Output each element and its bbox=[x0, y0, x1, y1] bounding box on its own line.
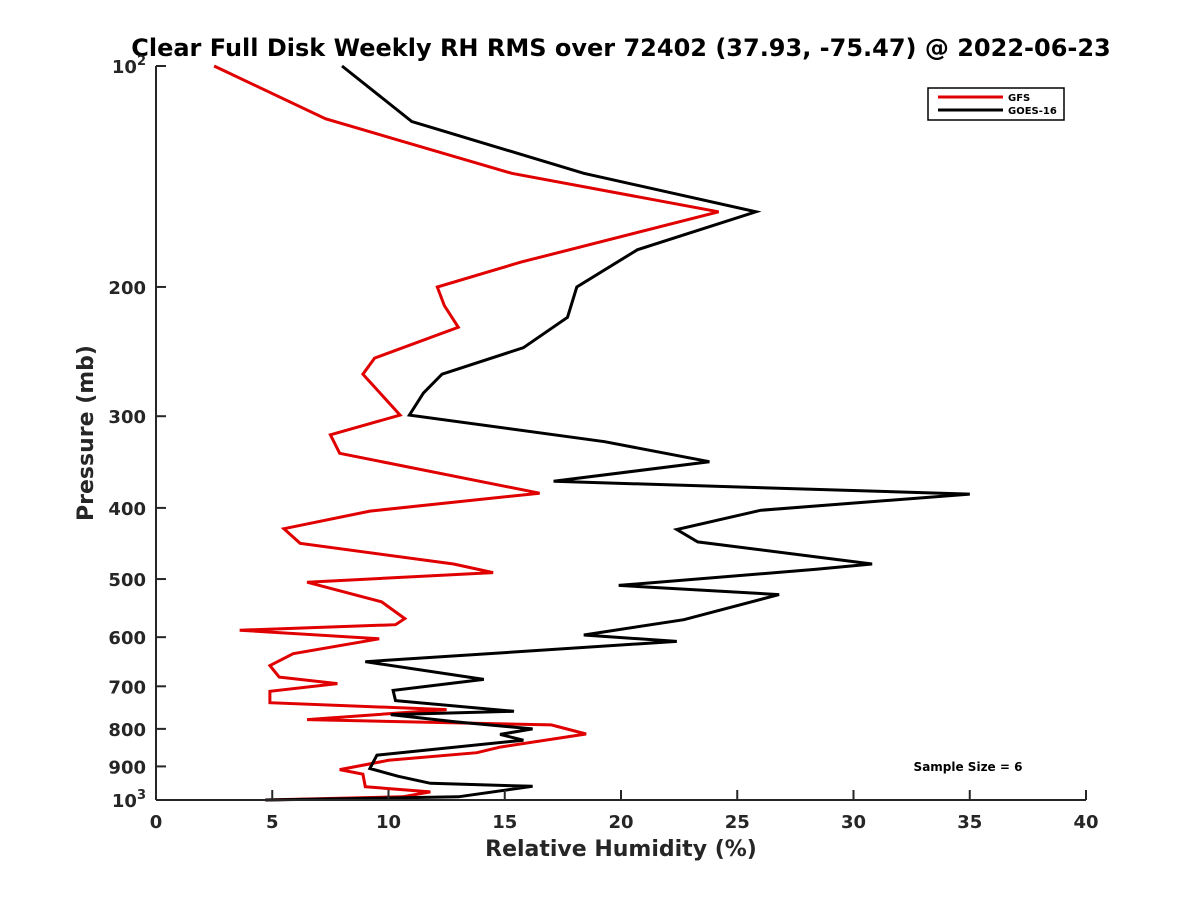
x-tick-label: 25 bbox=[725, 812, 750, 833]
y-tick-label: 103 bbox=[112, 788, 146, 812]
legend-label-gfs: GFS bbox=[1008, 93, 1030, 104]
y-axis-label: Pressure (mb) bbox=[74, 345, 99, 521]
series-line-gfs bbox=[213, 64, 719, 802]
series-layer bbox=[213, 64, 970, 802]
x-tick-label: 20 bbox=[608, 812, 633, 833]
y-tick-label: 600 bbox=[108, 628, 146, 649]
x-tick-label: 40 bbox=[1073, 812, 1098, 833]
x-tick-label: 10 bbox=[376, 812, 401, 833]
y-tick-label: 400 bbox=[108, 499, 146, 520]
x-tick-label: 30 bbox=[841, 812, 866, 833]
x-tick-label: 35 bbox=[957, 812, 982, 833]
x-tick-label: 15 bbox=[492, 812, 517, 833]
legend-label-goes-16: GOES-16 bbox=[1008, 106, 1057, 117]
y-tick-label: 500 bbox=[108, 570, 146, 591]
y-tick-label: 700 bbox=[108, 677, 146, 698]
sample-size-annotation: Sample Size = 6 bbox=[914, 760, 1023, 774]
chart-title: Clear Full Disk Weekly RH RMS over 72402… bbox=[131, 34, 1111, 62]
axes-layer: 0 5 10 15 20 25 30 35 40 102 200 300 400 500 600 700 800… bbox=[108, 54, 1098, 833]
x-tick-label: 5 bbox=[266, 812, 279, 833]
series-line-goes-16 bbox=[265, 64, 970, 802]
y-tick-label: 200 bbox=[108, 278, 146, 299]
y-tick-label: 102 bbox=[112, 54, 146, 78]
x-axis-label: Relative Humidity (%) bbox=[485, 837, 757, 862]
x-tick-label: 0 bbox=[150, 812, 163, 833]
y-tick-label: 800 bbox=[108, 720, 146, 741]
y-tick-label: 900 bbox=[108, 757, 146, 778]
legend[interactable]: GFS GOES-16 bbox=[927, 87, 1065, 121]
y-tick-label: 300 bbox=[108, 407, 146, 428]
legend-box bbox=[927, 87, 1065, 121]
